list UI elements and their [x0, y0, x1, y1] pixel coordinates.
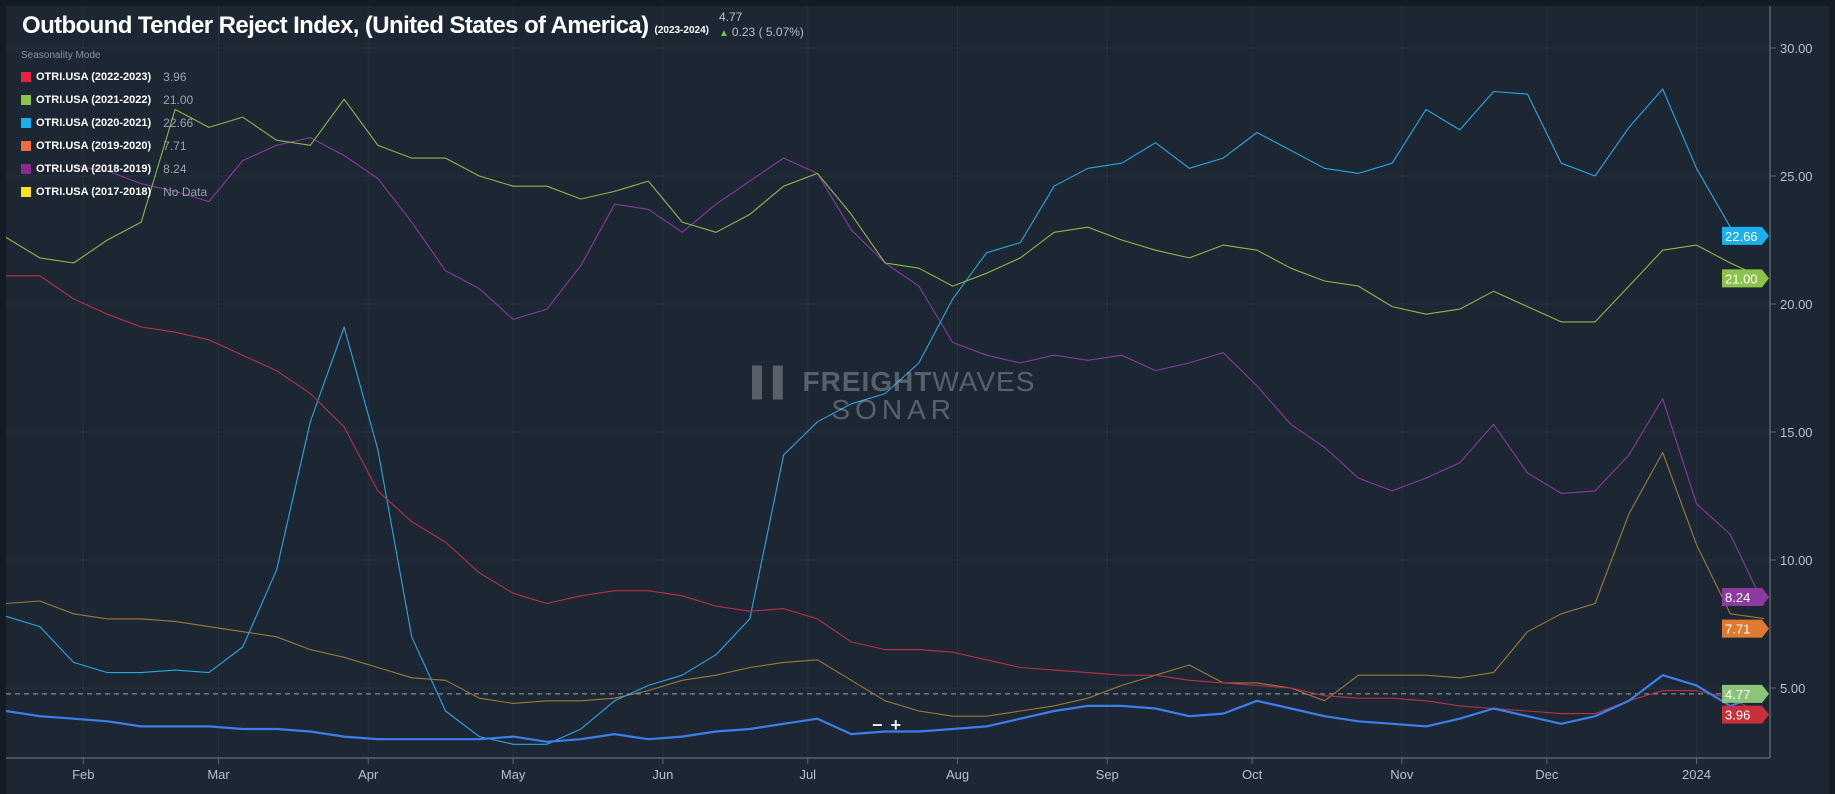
legend-item[interactable]: OTRI.USA (2019-2020) 7.71 [21, 134, 207, 157]
legend-item[interactable]: OTRI.USA (2021-2022) 21.00 [21, 88, 207, 111]
series-lines [5, 88, 1765, 745]
legend-label: OTRI.USA (2020-2021) [36, 116, 152, 129]
change-text: 0.23 ( 5.07%) [731, 25, 804, 39]
last-value-tag: 22.66 [1722, 226, 1769, 245]
y-tick-label: 10.00 [1780, 553, 1813, 568]
tag-shape [1722, 684, 1769, 703]
current-value: 4.77 [718, 10, 743, 24]
series-line-otri-usa-2020-2021- [5, 88, 1765, 745]
x-tick-label: Sep [1096, 767, 1119, 782]
current-change: ▲ 0.23 ( 5.07%) [719, 25, 804, 41]
legend-item[interactable]: OTRI.USA (2020-2021) 22.66 [21, 111, 207, 134]
chart-period: (2023-2024) [654, 25, 709, 36]
tag-shape [1722, 269, 1769, 288]
x-tick-label: May [501, 767, 526, 782]
series-line-otri-usa-2019-2020- [5, 451, 1765, 717]
x-axis-ticks: Feb Mar Apr May Jun Jul Aug Sep Oct Nov Dec 2024 [72, 758, 1711, 782]
last-value-tag: 8.24 [1722, 588, 1769, 607]
tag-label: 3.96 [1725, 708, 1750, 723]
y-axis-ticks: 30.00 25.00 20.00 15.00 10.00 5.00 [1770, 41, 1813, 696]
legend-value: No Data [163, 184, 208, 199]
tag-shape [1722, 705, 1769, 724]
legend-label: OTRI.USA (2019-2020) [36, 139, 152, 152]
x-tick-label: Aug [946, 767, 969, 782]
series-line-otri-usa-2022-2023- [6, 275, 1765, 716]
arrow-up-icon: ▲ [718, 28, 729, 39]
legend-swatch [21, 140, 31, 151]
chart-header: Outbound Tender Reject Index, (United St… [22, 10, 804, 41]
zoom-in-button[interactable]: + [890, 715, 902, 735]
tag-shape [1722, 588, 1769, 607]
x-tick-label: Mar [207, 767, 230, 782]
last-value-tag: 4.77 [1722, 684, 1769, 703]
legend-label: OTRI.USA (2018-2019) [36, 162, 152, 175]
legend-title: Seasonality Mode [21, 50, 101, 61]
legend-value: 21.00 [163, 92, 194, 107]
y-tick-label: 15.00 [1780, 425, 1813, 440]
legend-label: OTRI.USA (2021-2022) [36, 93, 152, 106]
x-tick-label: Apr [358, 767, 379, 782]
tag-label: 4.77 [1725, 687, 1750, 702]
x-tick-label: Dec [1535, 767, 1559, 782]
y-tick-label: 30.00 [1780, 41, 1813, 56]
y-tick-label: 20.00 [1780, 297, 1813, 312]
legend-value: 8.24 [163, 161, 187, 176]
series-line-otri-usa-2021-2022- [5, 98, 1765, 323]
legend-swatch [21, 163, 31, 174]
legend-value: 22.66 [163, 115, 194, 130]
last-value-tags: 4.77 3.96 21.00 22.66 7.71 8.24 [1722, 226, 1769, 724]
x-tick-label: Feb [72, 767, 94, 782]
series-line-otri-usa-2023-2024- [5, 674, 1765, 743]
tag-label: 7.71 [1725, 622, 1750, 637]
y-tick-label: 5.00 [1780, 681, 1805, 696]
last-value-tag: 21.00 [1722, 269, 1769, 288]
legend-swatch [21, 94, 31, 105]
tag-label: 21.00 [1725, 271, 1758, 286]
legend-item[interactable]: OTRI.USA (2017-2018) No Data [21, 180, 207, 203]
legend-label: OTRI.USA (2022-2023) [36, 70, 152, 83]
x-tick-label: Jun [652, 767, 673, 782]
legend-swatch [21, 71, 31, 82]
x-tick-label: Oct [1242, 767, 1263, 782]
chart-title: Outbound Tender Reject Index, (United St… [22, 12, 649, 39]
legend-swatch [21, 186, 31, 197]
legend-swatch [21, 117, 31, 128]
zoom-out-button[interactable]: − [872, 715, 883, 735]
last-value-tag: 7.71 [1722, 619, 1769, 638]
y-tick-label: 25.00 [1780, 169, 1813, 184]
zoom-controls: − + [872, 715, 901, 736]
tag-shape [1722, 619, 1769, 638]
legend-value: 3.96 [163, 69, 187, 84]
x-tick-label: 2024 [1682, 767, 1711, 782]
legend: Seasonality Mode OTRI.USA (2022-2023) 3.… [21, 50, 207, 203]
series-line-otri-usa-2018-2019- [73, 137, 1765, 606]
tag-label: 8.24 [1725, 590, 1750, 605]
x-tick-label: Nov [1390, 767, 1414, 782]
grid [6, 6, 1770, 758]
tag-shape [1722, 226, 1769, 245]
legend-value: 7.71 [163, 138, 187, 153]
tag-label: 22.66 [1725, 229, 1758, 244]
x-tick-label: Jul [799, 767, 816, 782]
last-value-tag: 3.96 [1722, 705, 1769, 724]
legend-label: OTRI.USA (2017-2018) [36, 185, 152, 198]
legend-item[interactable]: OTRI.USA (2022-2023) 3.96 [21, 65, 207, 88]
legend-item[interactable]: OTRI.USA (2018-2019) 8.24 [21, 157, 207, 180]
current-value-block: 4.77 ▲ 0.23 ( 5.07%) [719, 10, 804, 41]
